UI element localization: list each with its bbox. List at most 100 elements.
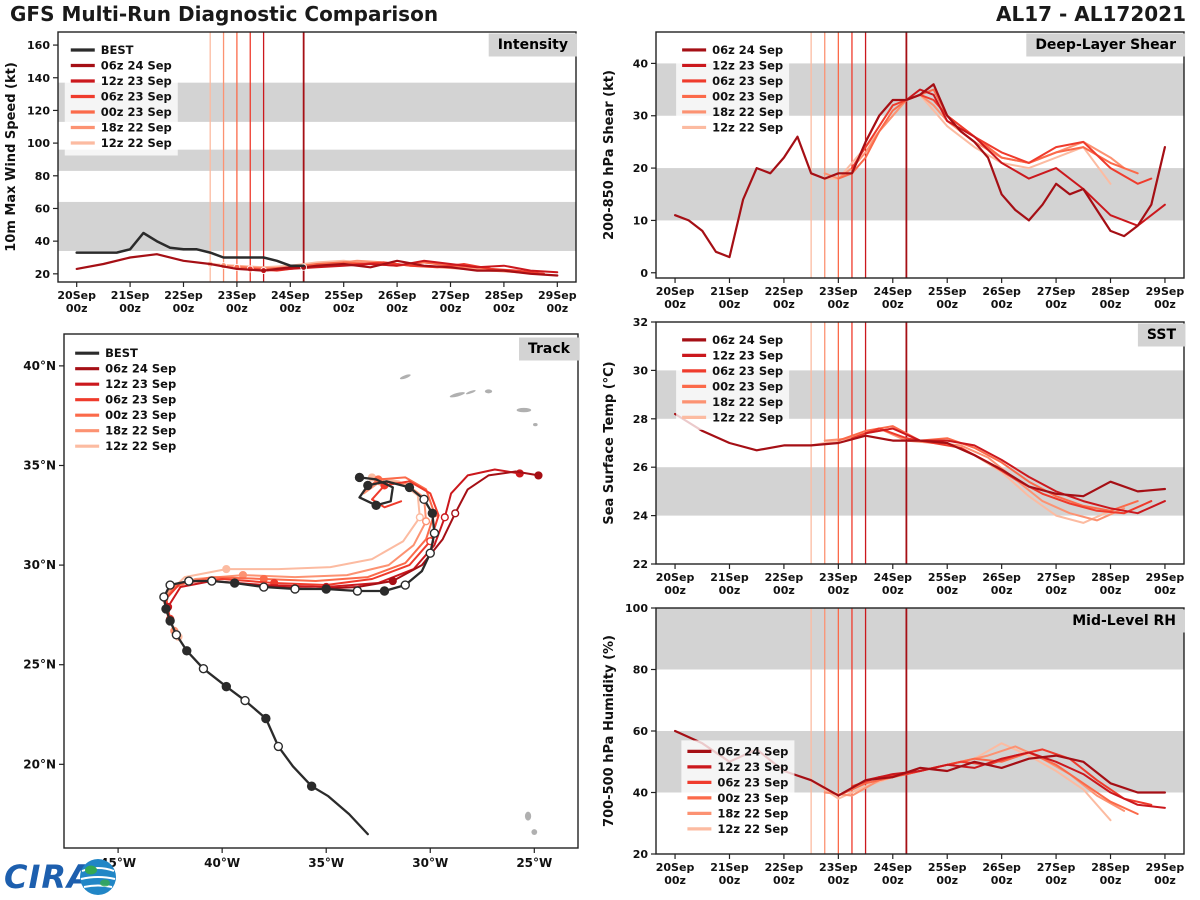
- svg-text:21Sep: 21Sep: [710, 861, 749, 874]
- svg-text:30: 30: [633, 110, 649, 123]
- svg-text:140: 140: [27, 72, 50, 85]
- svg-text:23Sep: 23Sep: [819, 571, 858, 584]
- svg-text:24Sep: 24Sep: [873, 285, 912, 298]
- svg-text:00z: 00z: [1154, 874, 1176, 887]
- svg-text:28Sep: 28Sep: [1091, 861, 1130, 874]
- svg-text:20: 20: [35, 268, 51, 281]
- svg-text:06z 24 Sep: 06z 24 Sep: [717, 744, 788, 758]
- svg-text:00z: 00z: [773, 874, 795, 887]
- svg-text:28Sep: 28Sep: [485, 289, 524, 302]
- svg-text:06z 24 Sep: 06z 24 Sep: [101, 59, 172, 73]
- svg-text:24Sep: 24Sep: [873, 571, 912, 584]
- svg-text:12z 22 Sep: 12z 22 Sep: [712, 410, 783, 424]
- svg-text:80: 80: [633, 664, 649, 677]
- svg-text:06z 23 Sep: 06z 23 Sep: [101, 90, 172, 104]
- svg-text:00z: 00z: [719, 874, 741, 887]
- svg-text:80: 80: [35, 170, 51, 183]
- svg-text:18z 22 Sep: 18z 22 Sep: [101, 121, 172, 135]
- svg-text:00z: 00z: [66, 302, 88, 315]
- sst-chart-panel: 22 24 26 28 30 32 20Sep 00z 21Sep 00z 22Sep 00z 23Se…: [600, 316, 1198, 606]
- rh-plot: 2040608010020Sep00z21Sep00z22Sep00z23Sep…: [602, 602, 1185, 887]
- svg-text:00z: 00z: [440, 302, 462, 315]
- svg-text:20: 20: [633, 848, 649, 861]
- svg-text:20Sep: 20Sep: [656, 285, 695, 298]
- svg-text:27Sep: 27Sep: [1037, 571, 1076, 584]
- svg-text:00z: 00z: [773, 298, 795, 311]
- svg-text:200-850 hPa Shear (kt): 200-850 hPa Shear (kt): [602, 70, 617, 240]
- svg-text:00z: 00z: [664, 298, 686, 311]
- svg-text:00z: 00z: [882, 584, 904, 597]
- svg-text:00z: 00z: [773, 584, 795, 597]
- cira-logo-text: CIRA: [4, 858, 93, 896]
- svg-text:21Sep: 21Sep: [710, 571, 749, 584]
- svg-text:23Sep: 23Sep: [819, 285, 858, 298]
- svg-text:06z 23 Sep: 06z 23 Sep: [717, 775, 788, 789]
- svg-text:00z: 00z: [664, 874, 686, 887]
- svg-text:00z: 00z: [1045, 298, 1067, 311]
- svg-text:00z: 00z: [1100, 298, 1122, 311]
- svg-text:06z 24 Sep: 06z 24 Sep: [105, 362, 176, 376]
- svg-text:10m Max Wind Speed (kt): 10m Max Wind Speed (kt): [4, 62, 19, 252]
- svg-text:700-500 hPa Humidity (%): 700-500 hPa Humidity (%): [602, 635, 617, 827]
- svg-text:00z: 00z: [546, 302, 568, 315]
- svg-text:28Sep: 28Sep: [1091, 285, 1130, 298]
- svg-text:00z: 00z: [1045, 874, 1067, 887]
- svg-text:35°W: 35°W: [308, 856, 344, 870]
- svg-text:00z: 00z: [664, 584, 686, 597]
- svg-text:18z 22 Sep: 18z 22 Sep: [712, 105, 783, 119]
- svg-text:00z: 00z: [1154, 584, 1176, 597]
- track-chart-panel: 20°N 25°N 30°N 35°N 40°N 45°W 40°W 35°W 30°W 25°W…: [2, 326, 590, 892]
- svg-text:26Sep: 26Sep: [982, 571, 1021, 584]
- svg-text:00z: 00z: [1100, 584, 1122, 597]
- svg-text:29Sep: 29Sep: [1146, 861, 1185, 874]
- svg-text:30°N: 30°N: [23, 558, 56, 572]
- intensity-chart-panel: 20 40 60 80 100 120 140 160 20Sep 00z 21Sep 00z 22Se…: [2, 26, 590, 324]
- svg-text:00z: 00z: [936, 584, 958, 597]
- svg-text:0: 0: [640, 267, 648, 280]
- svg-text:25Sep: 25Sep: [324, 289, 363, 302]
- svg-text:29Sep: 29Sep: [538, 289, 577, 302]
- globe-icon: [79, 859, 116, 895]
- svg-text:29Sep: 29Sep: [1146, 571, 1185, 584]
- svg-text:40: 40: [633, 787, 649, 800]
- svg-text:27Sep: 27Sep: [431, 289, 470, 302]
- svg-text:Track: Track: [528, 341, 571, 357]
- svg-text:100: 100: [27, 137, 50, 150]
- svg-text:Mid-Level RH: Mid-Level RH: [1072, 613, 1176, 629]
- svg-text:00z: 00z: [719, 298, 741, 311]
- svg-text:22Sep: 22Sep: [765, 285, 804, 298]
- track-plot: 20°N25°N30°N35°N40°N45°W 40°W 35°W 30°W 25°W…: [23, 333, 580, 870]
- svg-text:BEST: BEST: [105, 346, 138, 360]
- page-title: GFS Multi-Run Diagnostic Comparison: [10, 2, 439, 26]
- svg-text:24: 24: [633, 510, 649, 523]
- svg-text:26: 26: [633, 461, 649, 474]
- svg-text:00z: 00z: [991, 298, 1013, 311]
- svg-text:00z: 00z: [119, 302, 141, 315]
- svg-text:12z 23 Sep: 12z 23 Sep: [717, 760, 788, 774]
- cira-logo: CIRA: [4, 856, 119, 898]
- svg-text:06z 23 Sep: 06z 23 Sep: [105, 393, 176, 407]
- svg-text:06z 24 Sep: 06z 24 Sep: [712, 333, 783, 347]
- svg-text:60: 60: [35, 202, 51, 215]
- svg-text:22Sep: 22Sep: [164, 289, 203, 302]
- svg-text:20°N: 20°N: [23, 757, 56, 771]
- shear-chart-panel: 0 10 20 30 40 20Sep 00z 21Sep 00z 22Sep 00z 23Sep 00…: [600, 26, 1198, 320]
- svg-text:00z: 00z: [719, 584, 741, 597]
- svg-text:Intensity: Intensity: [498, 37, 568, 53]
- svg-text:27Sep: 27Sep: [1037, 285, 1076, 298]
- svg-text:12z 23 Sep: 12z 23 Sep: [712, 58, 783, 72]
- svg-text:00z: 00z: [279, 302, 301, 315]
- svg-text:00z 23 Sep: 00z 23 Sep: [717, 791, 788, 805]
- shear-plot: 01020304020Sep00z21Sep00z22Sep00z23Sep00…: [602, 31, 1186, 311]
- svg-text:00z: 00z: [1100, 874, 1122, 887]
- svg-text:00z: 00z: [827, 874, 849, 887]
- svg-text:22Sep: 22Sep: [765, 571, 804, 584]
- svg-text:Deep-Layer Shear: Deep-Layer Shear: [1035, 37, 1176, 53]
- storm-id-title: AL17 - AL172021: [996, 2, 1186, 26]
- svg-text:12z 22 Sep: 12z 22 Sep: [101, 136, 172, 150]
- svg-text:27Sep: 27Sep: [1037, 861, 1076, 874]
- rh-chart-panel: 20 40 60 80 100 20Sep 00z 21Sep 00z 22Sep 00z 23Sep…: [600, 602, 1198, 896]
- svg-text:00z: 00z: [226, 302, 248, 315]
- svg-text:00z: 00z: [991, 874, 1013, 887]
- svg-text:00z: 00z: [386, 302, 408, 315]
